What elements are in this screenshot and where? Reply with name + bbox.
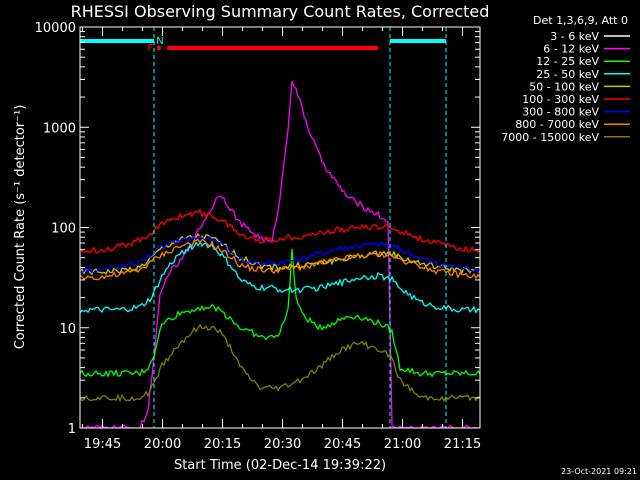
- x-axis-label: Start Time (02-Dec-14 19:39:22): [174, 458, 386, 473]
- series-line-3: [80, 240, 480, 314]
- series-line-2: [80, 248, 480, 378]
- plot-area: NF: [80, 27, 480, 428]
- series-group: [80, 27, 480, 428]
- series-line-7: [80, 238, 480, 281]
- legend-label-3: 25 - 50 keV: [536, 68, 599, 81]
- series-line-5: [80, 208, 480, 254]
- series-line-8: [80, 323, 480, 403]
- legend-label-7: 800 - 7000 keV: [515, 118, 599, 131]
- x-tick-label: 19:45: [84, 437, 121, 452]
- chart-title: RHESSI Observing Summary Count Rates, Co…: [71, 2, 490, 21]
- legend-label-5: 100 - 300 keV: [522, 93, 599, 106]
- x-tick-label: 20:45: [324, 437, 361, 452]
- legend-label-4: 50 - 100 keV: [529, 80, 599, 93]
- generation-date: 23-Oct-2021 09:21: [561, 467, 637, 476]
- x-tick-label: 20:30: [264, 437, 301, 452]
- legend-label-8: 7000 - 15000 keV: [501, 131, 599, 144]
- y-tick-label: 10: [59, 322, 76, 337]
- y-axis-label: Corrected Count Rate (s⁻¹ detector⁻¹): [13, 105, 28, 350]
- y-tick-label: 1: [68, 422, 76, 437]
- legend-title: Det 1,3,6,9, Att 0: [533, 14, 628, 27]
- axes: 19:45 20:00 20:15 20:30 20:45 21:00 21:15 1 10 10…: [35, 21, 482, 452]
- x-tick-label: 21:00: [384, 437, 421, 452]
- legend-label-2: 12 - 25 keV: [536, 55, 599, 68]
- flag-label-N: N: [156, 36, 163, 47]
- legend-label-0: 3 - 6 keV: [550, 30, 599, 43]
- x-tick-label: 20:00: [144, 437, 181, 452]
- legend-label-6: 300 - 800 keV: [522, 106, 599, 119]
- flag-label-F: F: [147, 43, 153, 54]
- legend-label-1: 6 - 12 keV: [543, 43, 599, 56]
- series-line-6: [80, 235, 480, 275]
- y-tick-label: 1000: [43, 121, 76, 136]
- y-tick-label: 100: [51, 222, 76, 237]
- y-tick-label: 10000: [35, 21, 76, 36]
- x-tick-label: 21:15: [444, 437, 481, 452]
- x-tick-label: 20:15: [204, 437, 241, 452]
